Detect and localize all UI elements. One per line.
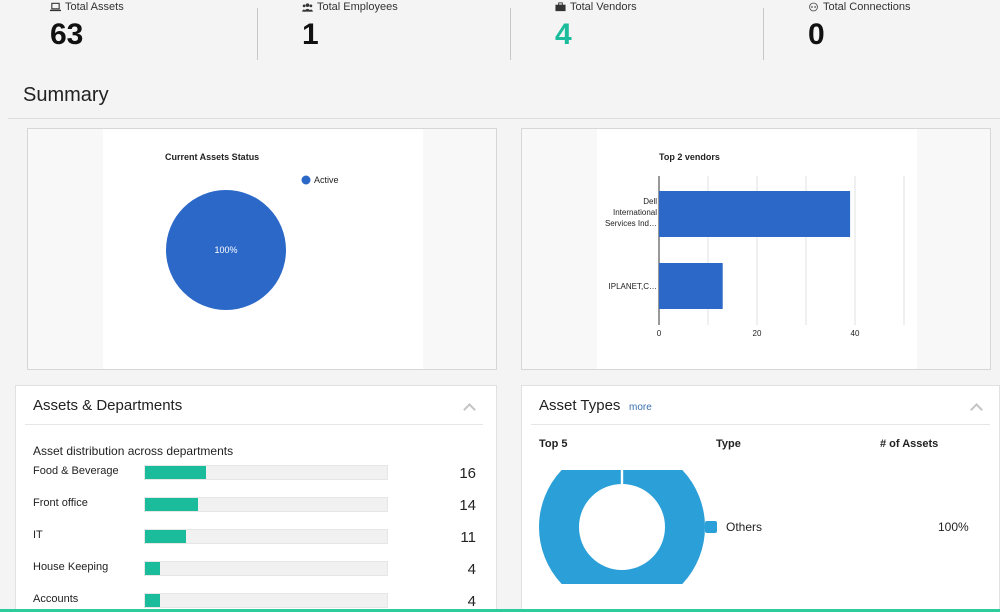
- asset-types-donut: [539, 470, 705, 584]
- progress-fill: [145, 498, 199, 511]
- progress-fill: [145, 562, 160, 575]
- progress-track: [144, 593, 388, 608]
- progress-fill: [145, 594, 160, 607]
- assets-status-card: Current Assets Status Active 100%: [27, 128, 497, 370]
- tick-label: 0: [657, 329, 662, 338]
- donut-slice-others[interactable]: [539, 470, 705, 584]
- category-label: Dell: [643, 197, 657, 206]
- legend-swatch: [705, 521, 717, 533]
- stat-label: Total Employees: [317, 1, 398, 13]
- category-label: International: [613, 208, 657, 217]
- department-row[interactable]: House Keeping 4: [33, 561, 483, 581]
- column-header-top5: Top 5: [539, 438, 568, 450]
- stat-total-assets[interactable]: Total Assets 63: [50, 0, 124, 62]
- slice-label: 100%: [214, 245, 237, 255]
- stat-label: Total Vendors: [570, 1, 637, 13]
- legend-label[interactable]: Active: [314, 175, 339, 185]
- department-row[interactable]: Accounts 4: [33, 593, 483, 612]
- bottom-accent-bar: [0, 609, 1000, 612]
- stat-label: Total Connections: [823, 1, 911, 13]
- users-icon: [302, 3, 313, 12]
- divider: [763, 8, 764, 60]
- pie-chart: Current Assets Status Active 100%: [165, 152, 339, 310]
- progress-fill: [145, 466, 206, 479]
- department-name: Food & Beverage: [33, 465, 119, 477]
- department-row[interactable]: IT 11: [33, 529, 483, 549]
- department-count: 11: [460, 529, 476, 546]
- panel-title: Assets & Departments: [33, 397, 183, 414]
- department-count: 14: [459, 497, 476, 514]
- vendor-bar[interactable]: [659, 191, 851, 237]
- progress-track: [144, 529, 388, 544]
- summary-title: Summary: [23, 84, 109, 106]
- more-link[interactable]: more: [629, 402, 652, 413]
- department-count: 16: [459, 465, 476, 482]
- top-vendors-chart: Top 2 vendors Dell International Service…: [597, 129, 917, 369]
- department-count: 4: [467, 561, 476, 578]
- department-row[interactable]: Front office 14: [33, 497, 483, 517]
- divider: [510, 8, 511, 60]
- stat-value: 1: [302, 18, 319, 51]
- connection-icon: [809, 2, 818, 12]
- stats-bar: Total Assets 63 Total Employees 1 Total …: [0, 0, 1000, 70]
- legend-swatch: [301, 175, 311, 185]
- divider: [8, 118, 1000, 119]
- divider: [531, 424, 990, 425]
- briefcase-icon: [555, 2, 566, 12]
- progress-track: [144, 497, 388, 512]
- department-row[interactable]: Food & Beverage 16: [33, 465, 483, 485]
- stat-value: 4: [555, 18, 572, 51]
- stat-label: Total Assets: [65, 1, 124, 13]
- donut-gap: [620, 470, 624, 504]
- stat-value: 0: [808, 18, 825, 51]
- stat-total-vendors[interactable]: Total Vendors 4: [555, 0, 637, 62]
- divider: [257, 8, 258, 60]
- stat-total-employees[interactable]: Total Employees 1: [302, 0, 398, 62]
- chart-title: Top 2 vendors: [659, 152, 720, 162]
- category-label: Services Ind…: [605, 219, 657, 228]
- tick-label: 20: [753, 329, 762, 338]
- vendor-bar[interactable]: [659, 263, 723, 309]
- progress-track: [144, 465, 388, 480]
- stat-value: 63: [50, 18, 84, 51]
- department-name: Accounts: [33, 593, 79, 605]
- chart-title: Current Assets Status: [165, 152, 259, 162]
- assets-status-chart: Current Assets Status Active 100%: [103, 129, 423, 369]
- asset-type-percent: 100%: [938, 520, 969, 534]
- panel-title: Asset Types: [539, 397, 621, 414]
- category-label: IPLANET,C…: [609, 282, 657, 291]
- laptop-icon: [50, 2, 61, 12]
- panel-subtitle: Asset distribution across departments: [33, 444, 234, 458]
- stat-total-connections[interactable]: Total Connections 0: [808, 0, 910, 62]
- column-header-type: Type: [716, 438, 741, 450]
- divider: [25, 424, 483, 425]
- department-name: Front office: [33, 497, 88, 509]
- top-vendors-card: Top 2 vendors Dell International Service…: [521, 128, 991, 370]
- progress-track: [144, 561, 388, 576]
- tick-label: 40: [851, 329, 860, 338]
- department-count: 4: [467, 593, 476, 610]
- department-name: IT: [33, 529, 43, 541]
- progress-fill: [145, 530, 187, 543]
- pie-slice-active[interactable]: [166, 190, 286, 310]
- column-header-count: # of Assets: [880, 438, 939, 450]
- asset-type-name: Others: [726, 520, 763, 534]
- department-name: House Keeping: [33, 561, 109, 573]
- bar-chart: Top 2 vendors Dell International Service…: [605, 152, 905, 338]
